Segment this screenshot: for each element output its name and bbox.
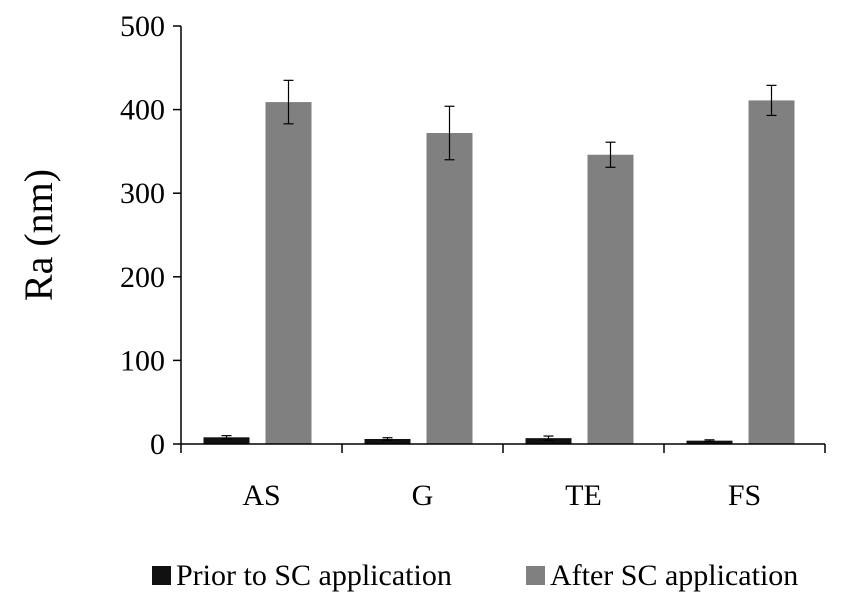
bar (587, 154, 634, 444)
x-tick-label: TE (565, 479, 602, 512)
y-tick-label: 100 (120, 344, 165, 377)
y-tick-label: 300 (120, 177, 165, 210)
bar (364, 438, 411, 444)
bar (203, 437, 250, 444)
x-tick-label: G (412, 479, 434, 512)
x-tick-label: FS (728, 479, 761, 512)
legend-swatch (152, 566, 171, 585)
legend: Prior to SC application After SC applicat… (152, 559, 798, 592)
bar (525, 438, 572, 444)
y-axis-title: Ra (nm) (16, 169, 61, 301)
legend-label: Prior to SC application (176, 559, 452, 592)
y-tick-label: 200 (120, 261, 165, 294)
bars-layer (203, 79, 795, 445)
axes-layer: 0 100 200 300 400 500 AS G TE FS (120, 10, 826, 512)
bar (686, 440, 733, 444)
bar (748, 100, 795, 445)
y-tick-label: 500 (120, 10, 165, 43)
legend-label: After SC application (550, 559, 798, 592)
legend-swatch (526, 566, 545, 585)
x-tick-label: AS (242, 479, 280, 512)
bar (426, 133, 473, 444)
bar (265, 102, 312, 445)
y-tick-label: 400 (120, 94, 165, 127)
y-tick-label: 0 (150, 428, 165, 461)
